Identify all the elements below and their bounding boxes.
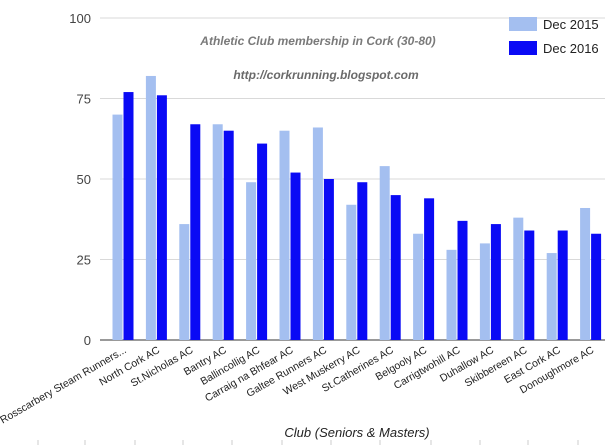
bar [112,114,123,340]
bar [145,75,156,341]
x-axis-ticks: Rosscarbery Steam Runners...North Cork A… [0,344,596,426]
bars [112,75,602,341]
bar [312,127,323,340]
bar [323,179,334,340]
bar [524,230,535,340]
bar [212,124,223,340]
y-tick-label: 50 [77,172,91,187]
bar [246,182,257,340]
bar [490,224,501,340]
legend: Dec 2015 Dec 2016 [509,17,599,56]
legend-swatch [509,17,537,31]
x-axis-label: Club (Seniors & Masters) [284,425,429,440]
bar [379,166,390,340]
bar [156,95,167,340]
bar [413,233,424,340]
bar [580,207,591,340]
bar [424,198,435,340]
chart-subtitle: http://corkrunning.blogspot.com [233,68,419,82]
y-tick-label: 75 [77,92,91,107]
bar [479,243,490,340]
bar [123,92,134,340]
bar [446,249,457,340]
bar [390,195,401,340]
bar [290,172,301,340]
bar [591,233,602,340]
y-axis-ticks: 0 25 50 75 100 [69,11,91,348]
legend-label: Dec 2016 [543,41,599,56]
y-tick-label: 25 [77,253,91,268]
bar [279,130,290,340]
chart-title: Athletic Club membership in Cork (30-80) [199,34,435,48]
bar [223,130,234,340]
bar [513,217,524,340]
bar [190,124,201,340]
y-tick-label: 100 [69,11,91,26]
bar [546,253,557,340]
bar [257,143,268,340]
bar [179,224,190,340]
bar [357,182,368,340]
legend-swatch [509,41,537,55]
x-tick-label: Rosscarbery Steam Runners... [0,344,128,426]
legend-label: Dec 2015 [543,17,599,32]
bar [457,220,468,340]
bar [557,230,568,340]
bottom-scroll-ticks [37,440,579,445]
y-tick-label: 0 [84,333,91,348]
bar [346,204,357,340]
